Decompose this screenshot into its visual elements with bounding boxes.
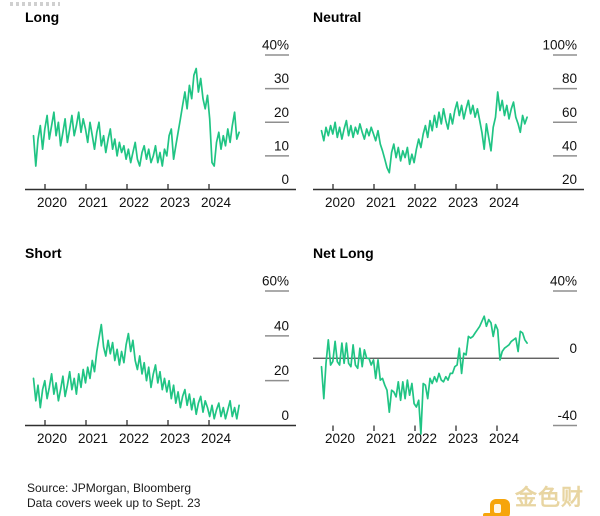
cropped-header-fragment (10, 2, 60, 6)
svg-text:2020: 2020 (37, 431, 67, 446)
svg-text:2022: 2022 (119, 195, 149, 210)
long-chart: Long 40% 30 20 10 0 2020 2021 2022 2023 2024 (25, 9, 296, 210)
svg-text:2021: 2021 (78, 195, 108, 210)
svg-text:-40: -40 (557, 408, 577, 423)
panel-net-long: Net Long 40% 0 -40 2020 2021 2022 2023 2024 (288, 236, 588, 462)
coverage-line: Data covers week up to Sept. 23 (27, 495, 201, 510)
svg-text:40: 40 (274, 318, 289, 333)
svg-text:0: 0 (281, 408, 289, 423)
svg-text:2024: 2024 (201, 195, 232, 210)
svg-text:2022: 2022 (407, 431, 437, 446)
svg-text:30: 30 (274, 71, 289, 86)
panel-neutral: Neutral 100% 80 60 40 20 2020 2021 2022 2023 2024 (288, 0, 588, 226)
svg-text:Neutral: Neutral (313, 9, 361, 25)
svg-text:2024: 2024 (201, 431, 232, 446)
svg-text:Net Long: Net Long (313, 245, 374, 261)
svg-text:60: 60 (562, 105, 577, 120)
svg-text:2023: 2023 (160, 431, 190, 446)
svg-text:2020: 2020 (37, 195, 67, 210)
net-long-chart: Net Long 40% 0 -40 2020 2021 2022 2023 2024 (313, 245, 577, 446)
short-chart: Short 60% 40 20 0 2020 2021 2022 2023 2024 (25, 245, 296, 446)
svg-text:100%: 100% (542, 38, 577, 53)
svg-text:2021: 2021 (366, 431, 396, 446)
svg-text:2023: 2023 (448, 431, 478, 446)
svg-text:2020: 2020 (325, 431, 355, 446)
svg-text:40%: 40% (262, 38, 289, 53)
jinse-finance-logo-icon (483, 498, 510, 516)
svg-text:20: 20 (274, 363, 289, 378)
svg-text:Short: Short (25, 245, 62, 261)
svg-text:60%: 60% (262, 274, 289, 289)
panel-short: Short 60% 40 20 0 2020 2021 2022 2023 2024 (0, 236, 300, 462)
jinse-finance-watermark: 金色财经 (483, 480, 600, 516)
svg-text:40%: 40% (550, 274, 577, 289)
svg-text:0: 0 (281, 172, 289, 187)
svg-text:2021: 2021 (366, 195, 396, 210)
svg-text:2021: 2021 (78, 431, 108, 446)
svg-text:2024: 2024 (489, 195, 520, 210)
svg-text:2020: 2020 (325, 195, 355, 210)
jinse-finance-logo-text: 金色财经 (514, 485, 584, 510)
svg-text:2023: 2023 (448, 195, 478, 210)
svg-text:2023: 2023 (160, 195, 190, 210)
svg-text:20: 20 (562, 172, 577, 187)
svg-text:Long: Long (25, 9, 59, 25)
svg-text:0: 0 (569, 341, 577, 356)
svg-text:40: 40 (562, 138, 577, 153)
svg-text:2022: 2022 (119, 431, 149, 446)
svg-text:2022: 2022 (407, 195, 437, 210)
source-note: Source: JPMorgan, Bloomberg Data covers … (27, 481, 200, 510)
svg-text:80: 80 (562, 71, 577, 86)
source-line: Source: JPMorgan, Bloomberg (27, 481, 192, 495)
svg-text:10: 10 (274, 138, 289, 153)
svg-text:2024: 2024 (489, 431, 520, 446)
svg-text:20: 20 (274, 105, 289, 120)
panel-long: Long 40% 30 20 10 0 2020 2021 2022 2023 2024 (0, 0, 300, 226)
